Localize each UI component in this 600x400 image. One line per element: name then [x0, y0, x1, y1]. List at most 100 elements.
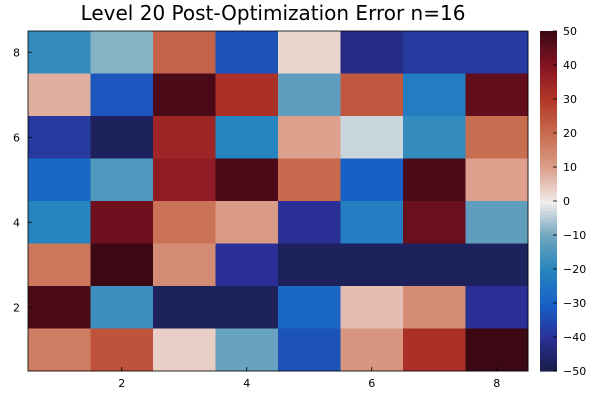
colorbar-segment — [540, 170, 557, 175]
colorbar-segment — [540, 48, 557, 52]
colorbar-tick-label: −20 — [563, 263, 586, 276]
heatmap-cell — [215, 286, 279, 329]
heatmap-cell — [278, 201, 341, 244]
heatmap-cell — [90, 286, 154, 329]
y-axis: 2 4 6 8 — [13, 46, 32, 314]
heatmap-cell — [340, 201, 404, 244]
heatmap-cell — [403, 31, 466, 74]
heatmap-cell — [215, 201, 279, 244]
heatmap-cell — [465, 116, 529, 159]
x-tick-label: 6 — [368, 377, 375, 390]
colorbar-segment — [540, 126, 557, 131]
heatmap-cell — [340, 116, 404, 159]
colorbar-segment — [540, 269, 557, 273]
y-tick-label: 2 — [13, 301, 20, 314]
colorbar-segment — [540, 326, 557, 331]
colorbar-segment — [540, 41, 557, 46]
heatmap-cell — [153, 328, 216, 372]
colorbar-segment — [540, 218, 557, 222]
colorbar-segment — [540, 204, 557, 209]
colorbar-segment — [540, 364, 557, 369]
colorbar-segment — [540, 129, 557, 134]
heatmap-cell — [465, 31, 529, 74]
colorbar-segment — [540, 354, 557, 358]
heatmap-cell — [153, 31, 216, 74]
colorbar-segment — [540, 65, 557, 69]
colorbar-segment — [540, 235, 557, 239]
heatmap-cell — [465, 201, 529, 244]
colorbar-segment — [540, 177, 557, 182]
colorbar-segment — [540, 163, 557, 168]
heatmap-cell — [278, 31, 341, 74]
colorbar-segment — [540, 105, 557, 110]
y-tick-label: 6 — [13, 131, 20, 144]
colorbar-segment — [540, 95, 557, 100]
colorbar-tick-label: 40 — [563, 59, 577, 72]
colorbar-segment — [540, 88, 557, 93]
colorbar-segment — [540, 194, 557, 199]
heatmap-cell — [465, 328, 529, 372]
colorbar-segment — [540, 333, 557, 338]
colorbar-tick-label: −50 — [563, 365, 586, 378]
colorbar-segment — [540, 238, 557, 243]
heatmap-cell — [90, 116, 154, 159]
colorbar-segment — [540, 337, 557, 341]
colorbar-segment — [540, 146, 557, 151]
colorbar-segment — [540, 289, 557, 294]
colorbar-segment — [540, 323, 557, 328]
x-tick-label: 2 — [118, 377, 125, 390]
chart-title: Level 20 Post-Optimization Error n=16 — [81, 1, 466, 25]
colorbar-segment — [540, 31, 557, 35]
heatmap-cell — [153, 158, 216, 202]
heatmap-cell — [340, 328, 404, 372]
colorbar-segment — [540, 133, 557, 137]
heatmap-cell — [465, 286, 529, 329]
colorbar-segment — [540, 211, 557, 216]
heatmap-cell — [278, 286, 341, 329]
heatmap-cell — [215, 328, 279, 372]
heatmap-cell — [28, 201, 91, 244]
heatmap-cell — [278, 73, 341, 117]
heatmap-cell — [153, 201, 216, 244]
heatmap-cell — [28, 116, 91, 159]
colorbar-segment — [540, 44, 557, 49]
colorbar-segment — [540, 347, 557, 352]
colorbar-segment — [540, 58, 557, 63]
colorbar-segment — [540, 224, 557, 229]
colorbar-tick-label: 0 — [563, 195, 570, 208]
colorbar-segment — [540, 184, 557, 188]
colorbar-segment — [540, 330, 557, 335]
colorbar-segment — [540, 255, 557, 260]
heatmap-cell — [215, 158, 279, 202]
heatmap-cell — [278, 328, 341, 372]
colorbar-tick-label: 50 — [563, 25, 577, 38]
heatmap-cell — [278, 243, 341, 287]
x-axis: 2 4 6 8 — [118, 367, 500, 390]
colorbar-segment — [540, 282, 557, 287]
colorbar-tick-label: −10 — [563, 229, 586, 242]
heatmap-cell — [153, 73, 216, 117]
heatmap-cell — [90, 243, 154, 287]
colorbar-segment — [540, 173, 557, 178]
colorbar: 50 40 30 20 10 0 −10 −20 −30 −40 −50 — [540, 25, 586, 378]
colorbar-segment — [540, 116, 557, 120]
heatmap-cell — [465, 243, 529, 287]
heatmap-cell — [403, 201, 466, 244]
colorbar-segment — [540, 61, 557, 66]
colorbar-segment — [540, 109, 557, 114]
colorbar-segment — [540, 309, 557, 314]
colorbar-tick-label: −30 — [563, 297, 586, 310]
heatmap-cell — [340, 243, 404, 287]
heatmap-cell — [153, 286, 216, 329]
colorbar-segment — [540, 187, 557, 192]
heatmap-cell — [153, 243, 216, 287]
colorbar-segment — [540, 292, 557, 297]
colorbar-tick-label: 20 — [563, 127, 577, 140]
colorbar-tick-label: 10 — [563, 161, 577, 174]
colorbar-segment — [540, 340, 557, 345]
colorbar-segment — [540, 197, 557, 202]
colorbar-segment — [540, 99, 557, 103]
colorbar-segment — [540, 360, 557, 365]
colorbar-segment — [540, 75, 557, 80]
heatmap-cell — [340, 73, 404, 117]
